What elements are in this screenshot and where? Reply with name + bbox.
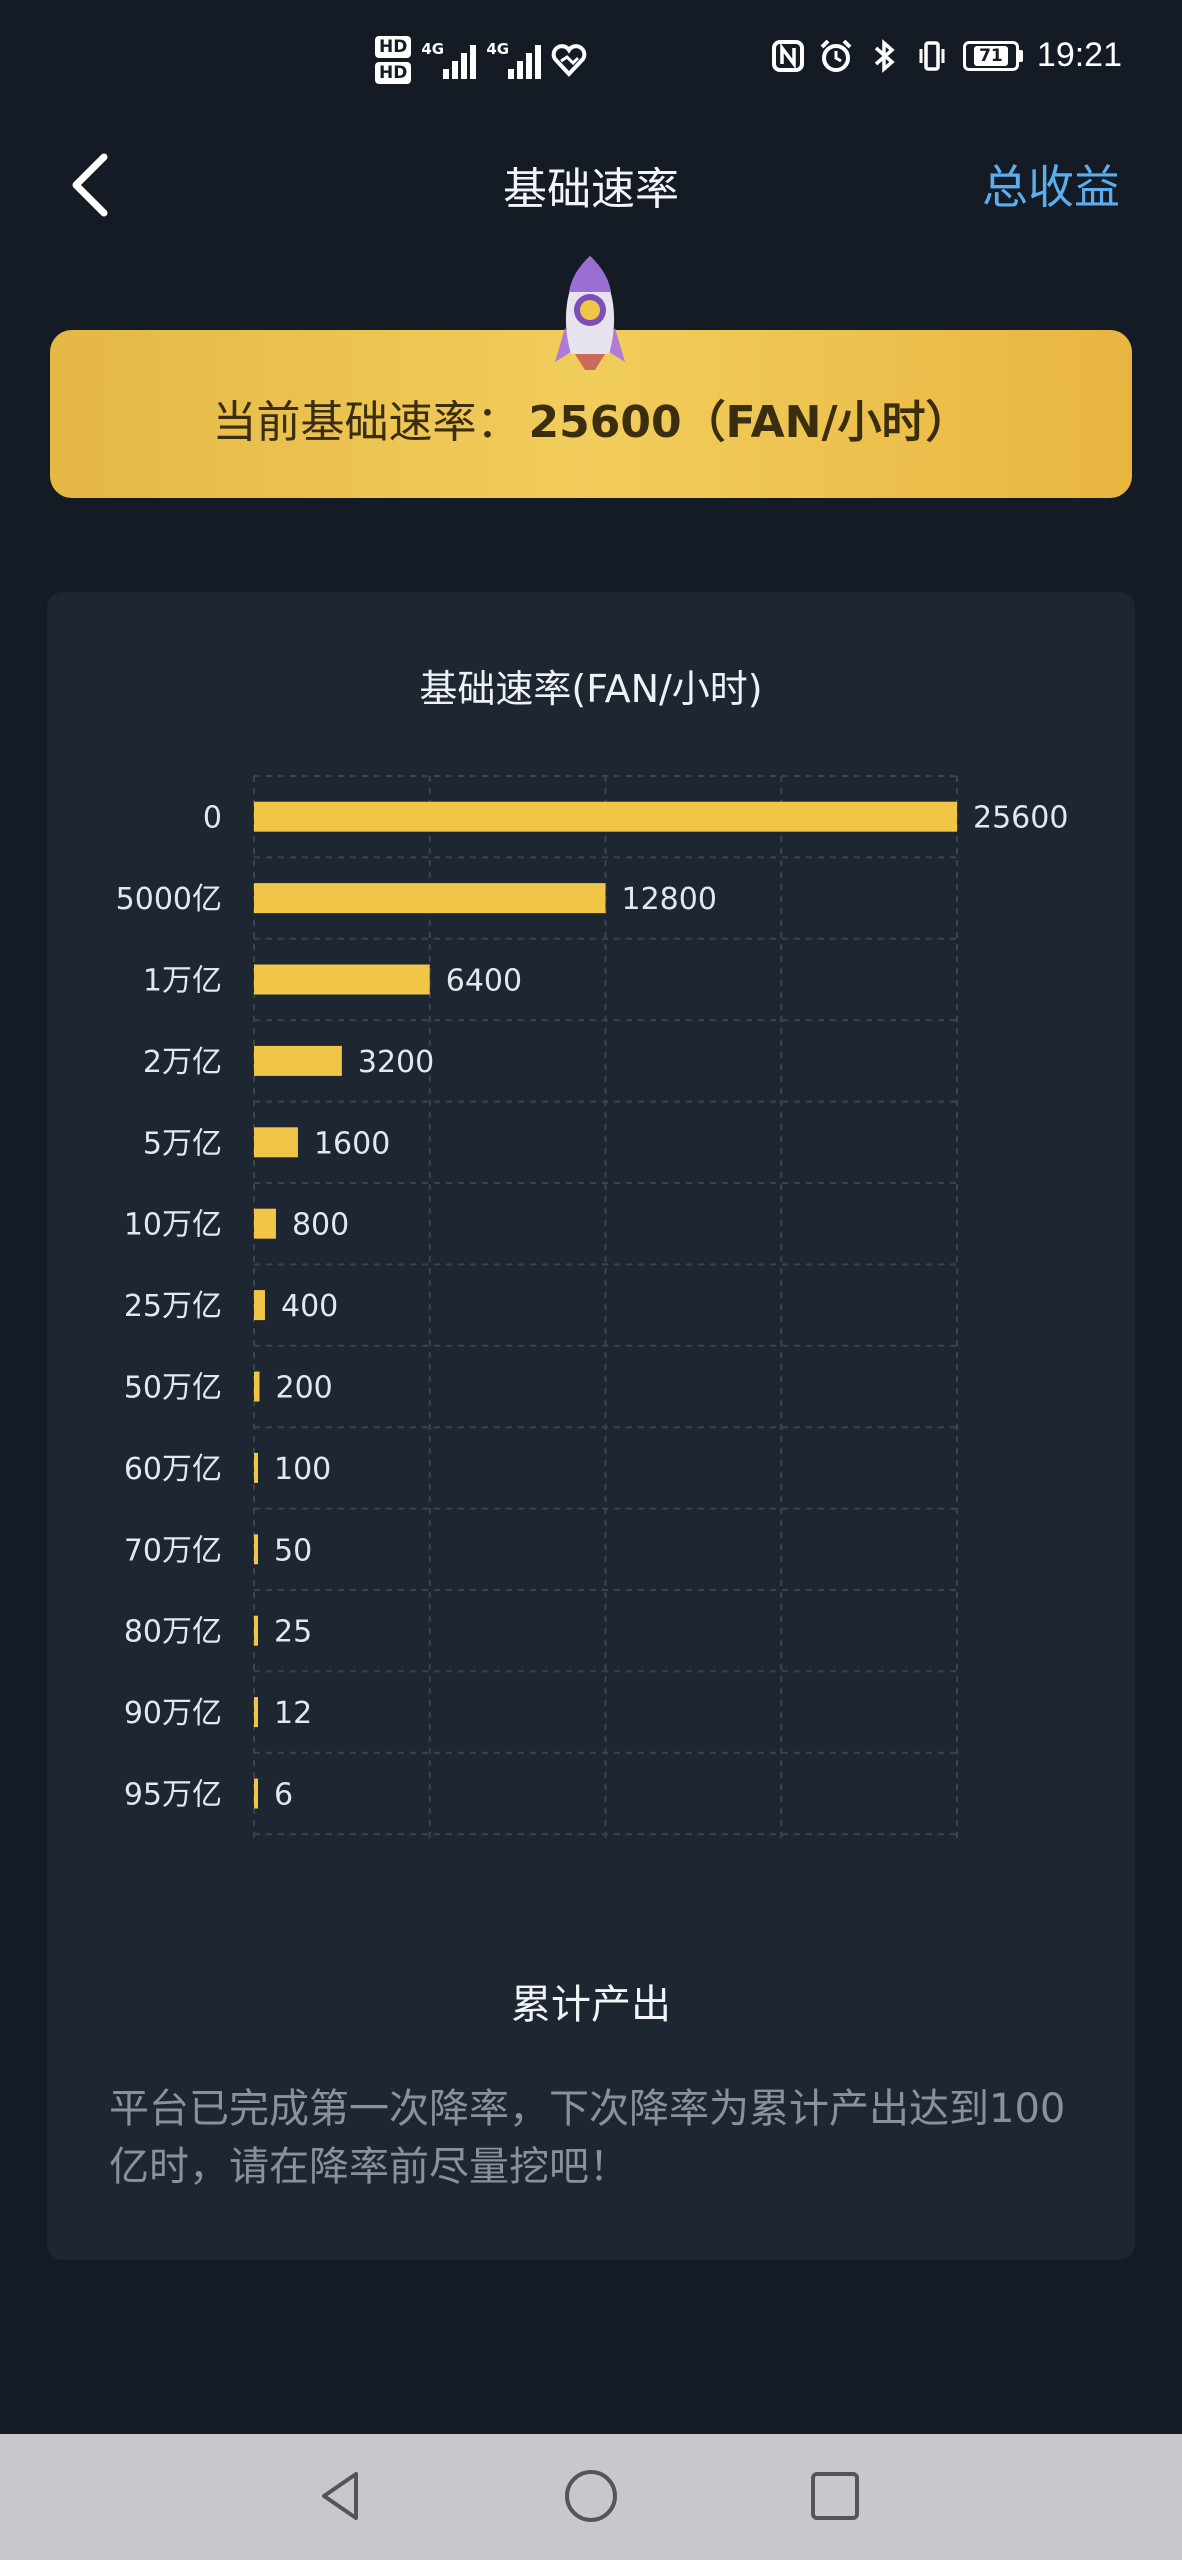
rate-card: 基础速率(FAN/小时) 0 25600 5000亿 12800 1万亿 6400 2万亿 3… bbox=[47, 592, 1135, 2260]
value-label: 100 bbox=[274, 1452, 331, 1487]
cumulative-output-label: 累计产出 bbox=[511, 1982, 671, 2028]
category-label: 10万亿 bbox=[124, 1208, 222, 1243]
system-nav-bar bbox=[0, 2434, 1182, 2560]
value-label: 200 bbox=[275, 1371, 332, 1406]
page-title: 基础速率 bbox=[503, 164, 679, 215]
category-label: 5万亿 bbox=[143, 1126, 222, 1161]
clock: 19:21 bbox=[1036, 36, 1122, 74]
vibrate-icon bbox=[919, 40, 945, 71]
alarm-icon bbox=[820, 39, 852, 72]
bar bbox=[254, 1127, 298, 1158]
chart-title: 基础速率(FAN/小时) bbox=[419, 667, 763, 711]
current-rate-banner: 当前基础速率： 25600（FAN/小时） bbox=[50, 330, 1132, 498]
value-label: 12 bbox=[274, 1696, 312, 1731]
status-bar: HD HD 4G 4G bbox=[0, 0, 1182, 135]
bar bbox=[254, 1290, 265, 1321]
bar bbox=[254, 883, 606, 914]
value-label: 12800 bbox=[622, 882, 717, 917]
hd-icon-1: HD bbox=[375, 36, 412, 58]
category-label: 50万亿 bbox=[124, 1371, 222, 1406]
bar bbox=[254, 1534, 258, 1565]
nfc-icon bbox=[771, 39, 804, 72]
bar bbox=[254, 1778, 258, 1809]
square-recent-icon[interactable] bbox=[803, 2464, 867, 2528]
signal-icon-1: 4G bbox=[421, 41, 477, 79]
rate-note: 平台已完成第一次降率，下次降率为累计产出达到100亿时，请在降率前尽量挖吧！ bbox=[109, 2086, 1066, 2190]
category-label: 1万亿 bbox=[143, 964, 222, 999]
bar bbox=[254, 1697, 258, 1728]
value-label: 1600 bbox=[314, 1126, 390, 1161]
hd-icon-2: HD bbox=[375, 62, 412, 84]
category-label: 0 bbox=[203, 801, 222, 836]
value-label: 6 bbox=[274, 1778, 293, 1813]
total-earnings-link[interactable]: 总收益 bbox=[982, 160, 1120, 214]
battery-level: 71 bbox=[974, 45, 1008, 66]
circle-home-icon[interactable] bbox=[559, 2464, 623, 2528]
status-right: 71 19:21 bbox=[771, 36, 1122, 75]
bar bbox=[254, 964, 430, 995]
app-header: 基础速率 总收益 bbox=[0, 135, 1182, 235]
value-label: 6400 bbox=[446, 964, 522, 999]
value-label: 3200 bbox=[358, 1045, 434, 1080]
category-label: 95万亿 bbox=[124, 1778, 222, 1813]
rocket-icon bbox=[555, 256, 625, 370]
value-label: 25 bbox=[274, 1615, 312, 1650]
value-label: 400 bbox=[281, 1289, 338, 1324]
bar bbox=[254, 1371, 260, 1402]
current-rate-text: 当前基础速率： 25600（FAN/小时） bbox=[50, 386, 1132, 450]
back-button[interactable] bbox=[60, 145, 140, 225]
bluetooth-icon bbox=[874, 38, 895, 73]
category-label: 80万亿 bbox=[124, 1615, 222, 1650]
battery-icon: 71 bbox=[962, 40, 1023, 71]
bar bbox=[254, 801, 957, 832]
current-rate-label: 当前基础速率： bbox=[212, 397, 521, 448]
category-label: 60万亿 bbox=[124, 1452, 222, 1487]
triangle-back-icon[interactable] bbox=[310, 2464, 374, 2528]
value-label: 25600 bbox=[973, 801, 1068, 836]
heart-link-icon bbox=[552, 44, 587, 77]
signal-icon-2: 4G bbox=[486, 41, 542, 79]
category-label: 70万亿 bbox=[124, 1533, 222, 1568]
hd-icons: HD HD bbox=[375, 36, 412, 84]
category-label: 2万亿 bbox=[143, 1045, 222, 1080]
current-rate-value: 25600（FAN/小时） bbox=[528, 397, 970, 448]
category-label: 90万亿 bbox=[124, 1696, 222, 1731]
category-label: 5000亿 bbox=[116, 882, 222, 917]
value-label: 800 bbox=[292, 1208, 349, 1243]
value-label: 50 bbox=[274, 1533, 312, 1568]
bar bbox=[254, 1045, 342, 1076]
bar bbox=[254, 1452, 258, 1483]
status-left: HD HD 4G 4G bbox=[375, 36, 587, 84]
category-label: 25万亿 bbox=[124, 1289, 222, 1324]
bar bbox=[254, 1208, 276, 1239]
bar bbox=[254, 1615, 258, 1646]
